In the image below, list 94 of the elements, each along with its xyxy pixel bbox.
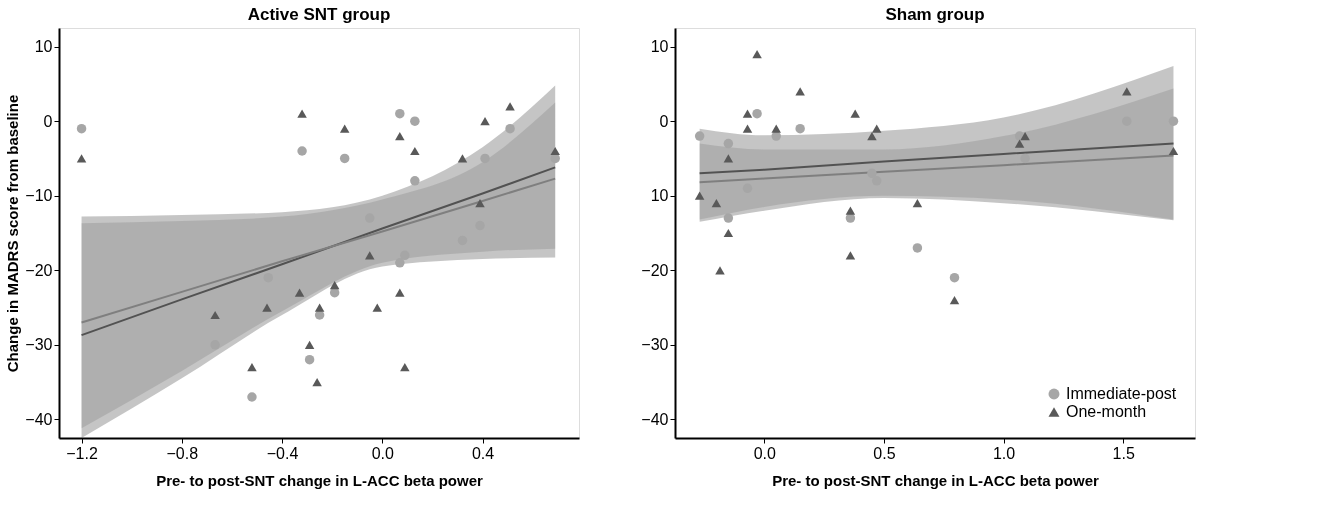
point [329,281,340,290]
point [76,154,87,163]
y-tick-label: −10 [25,187,53,205]
x-axis-title: Pre- to post-SNT change in L-ACC beta power [156,471,483,489]
legend-label: One-month [1066,403,1147,420]
chart-title: Active SNT group [247,5,391,24]
y-tick-label: 10 [34,38,53,56]
y-axis-title: Change in MADRS score from baseline [4,94,22,373]
y-tick-label: −20 [641,261,669,279]
point [871,124,882,133]
point [1168,146,1179,156]
point [339,153,350,164]
point [694,131,705,141]
x-tick-label: 0.4 [471,444,495,462]
point [457,154,468,163]
point [795,123,805,134]
chart-title: Sham group [885,5,985,24]
y-tick-label: 0 [43,112,53,130]
point [850,109,860,118]
point [395,258,405,268]
point [297,146,307,156]
point [742,124,753,133]
point [395,108,405,119]
point [550,146,560,156]
point [1020,153,1030,164]
point [475,199,485,208]
point [312,377,322,387]
y-tick-label: 0 [659,112,669,130]
point [845,251,856,260]
point [304,354,315,365]
point [912,199,923,208]
y-tick-label: −30 [641,336,669,354]
point [410,116,420,126]
point [210,310,220,320]
point [867,168,877,179]
point [723,228,734,238]
point [1014,139,1025,148]
x-tick-label: 0.0 [371,444,394,462]
x-tick-label: 1.0 [992,444,1016,462]
point [845,206,856,215]
point [771,124,781,133]
point [1168,116,1179,126]
point [395,131,405,141]
y-tick-label: −40 [25,410,53,428]
point [715,266,725,275]
x-tick-label: 1.5 [1112,444,1135,462]
line-series [698,142,1175,175]
x-tick-label: −1.2 [66,444,98,462]
point [400,363,410,372]
x-axis-title: Pre- to post-SNT change in L-ACC beta power [772,471,1099,489]
point [711,199,722,208]
point [867,131,877,141]
y-tick-label: 10 [650,187,669,205]
legend-label: Immediate-post [1066,385,1177,402]
point [294,288,305,297]
point [210,340,220,350]
point [297,109,307,118]
x-tick-label: 0.0 [753,444,776,462]
point [247,363,257,372]
point [505,102,515,111]
point [410,146,420,156]
point [752,49,762,59]
y-tick-label: 10 [650,38,669,56]
point [314,303,325,312]
point [723,154,734,163]
x-tick-label: −0.8 [166,444,199,462]
point [505,123,515,134]
y-tick-label: −30 [25,336,53,354]
point [723,213,734,223]
y-tick-label: −20 [25,261,53,279]
point [339,124,350,133]
point [912,243,923,253]
point [752,108,762,119]
point [1122,87,1132,96]
point [949,272,960,283]
point [263,272,273,283]
point [480,117,490,126]
point [723,138,734,149]
point [372,303,383,312]
point [480,153,490,164]
point [304,340,315,349]
point [1020,131,1030,141]
point [410,176,420,186]
point [247,392,257,402]
point [742,109,753,118]
point [694,191,705,200]
point [76,123,87,134]
x-tick-label: 0.5 [873,444,896,462]
x-tick-label: −0.4 [266,444,299,462]
point [395,288,405,297]
point [400,250,410,261]
point [262,303,272,312]
point [949,295,960,305]
y-tick-label: −40 [641,410,669,428]
